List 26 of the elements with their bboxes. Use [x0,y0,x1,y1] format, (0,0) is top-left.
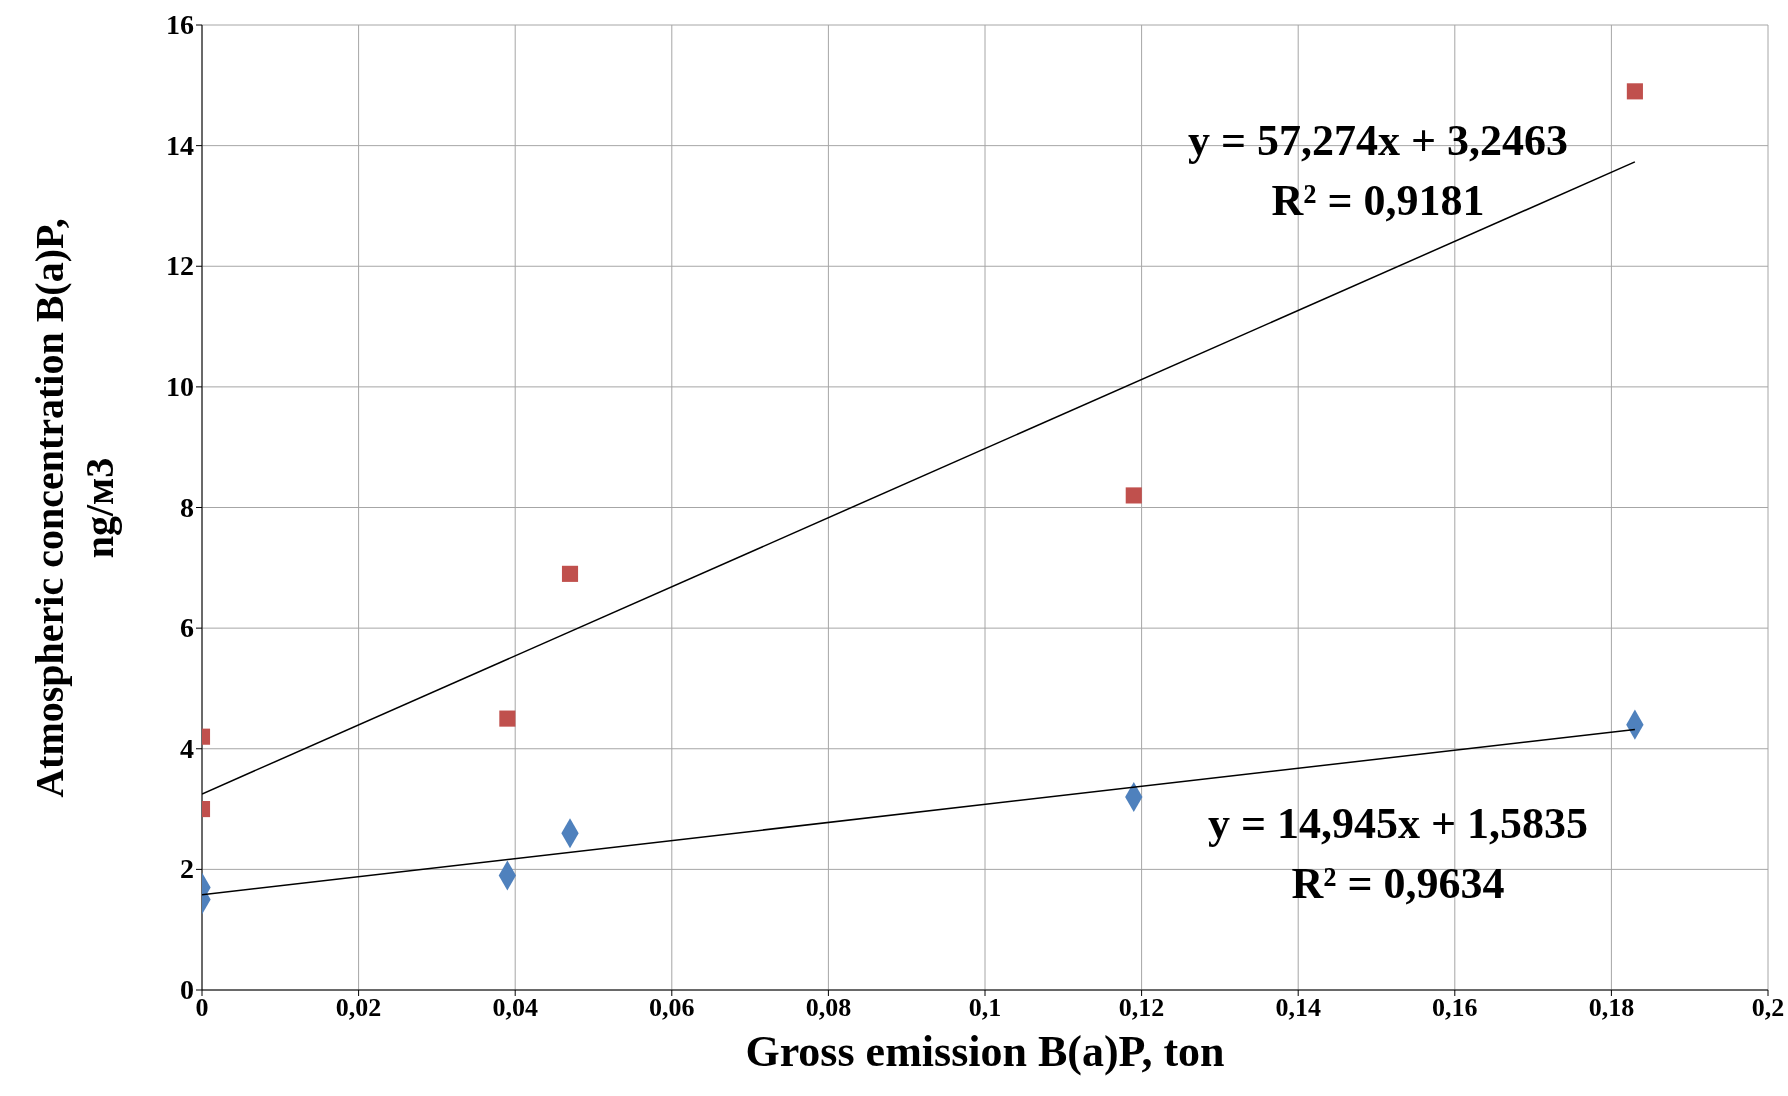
y-tick-label: 12 [166,250,194,282]
annotation: y = 14,945x + 1,5835 [1207,797,1589,849]
y-tick-label: 16 [166,9,194,40]
y-axis-title: Atmospheric concentration B(a)P, ng/м3 [27,218,122,798]
x-tick-label: 0,06 [649,993,695,1023]
x-tick-label: 0,2 [1751,993,1785,1023]
x-tick-label: 0,08 [805,993,852,1023]
x-tick-label: 0,12 [1118,993,1165,1023]
x-tick-label: 0,1 [968,993,1002,1023]
y-tick-label: 14 [166,129,194,161]
annotation: R² = 0,9181 [1271,174,1485,226]
point [1125,487,1142,504]
annotation: R² = 0,9634 [1291,857,1505,909]
point [1626,83,1643,100]
x-tick-label: 0,16 [1432,993,1478,1023]
x-tick-label: 0,04 [492,993,538,1023]
annotation: y = 57,274x + 3,2463 [1187,114,1569,166]
y-tick-label: 2 [180,853,194,885]
x-tick-label: 0,14 [1275,993,1321,1023]
y-tick-label: 10 [166,370,194,402]
x-tick-label: 0,18 [1588,993,1635,1023]
x-tick-label: 0,02 [335,993,382,1023]
y-tick-label: 8 [180,491,194,523]
y-tick-label: 4 [180,732,194,764]
y-tick-label: 6 [180,612,194,644]
x-axis-title: Gross emission B(a)P, ton [745,1027,1225,1076]
